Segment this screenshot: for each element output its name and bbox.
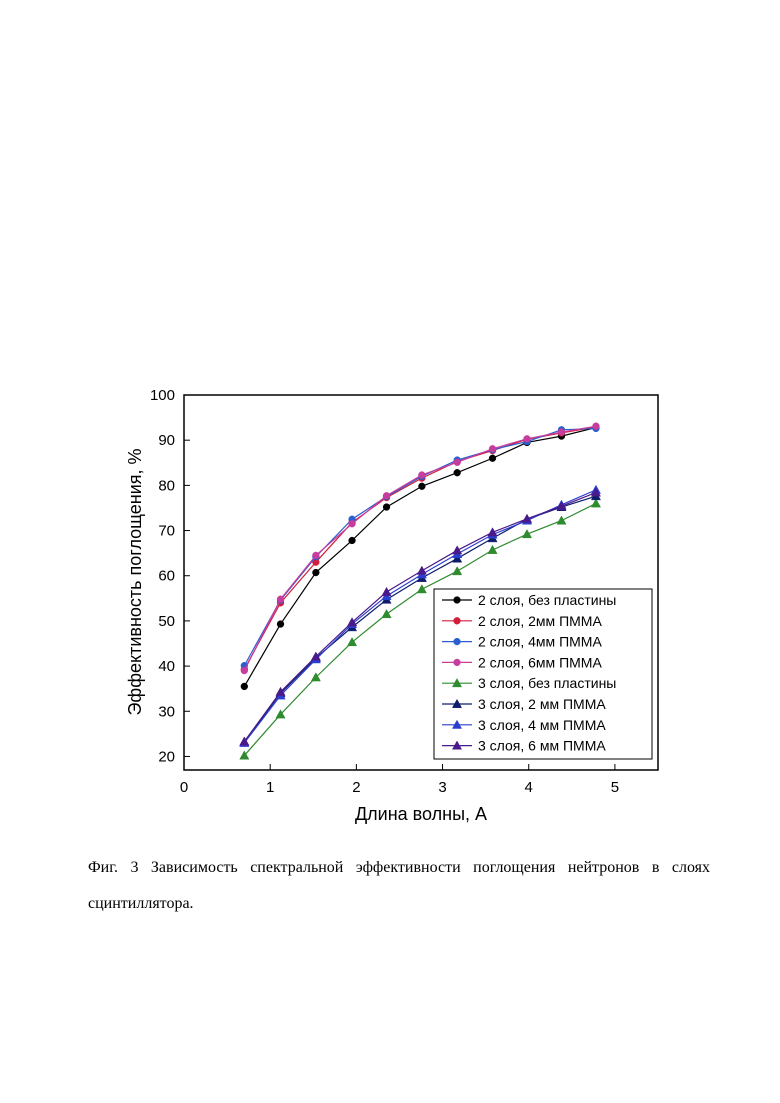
data-point bbox=[417, 585, 426, 593]
y-tick-label: 80 bbox=[158, 477, 175, 494]
data-point bbox=[454, 459, 461, 466]
figure-caption: Фиг. 3 Зависимость спектральной эффектив… bbox=[88, 850, 710, 922]
data-point bbox=[383, 504, 390, 511]
data-point bbox=[524, 435, 531, 442]
data-point bbox=[488, 545, 497, 553]
data-point bbox=[241, 667, 248, 674]
data-point bbox=[277, 621, 284, 628]
data-point bbox=[489, 445, 496, 452]
data-point bbox=[593, 423, 600, 430]
legend-label: 2 слоя, без пластины bbox=[478, 592, 616, 608]
data-point bbox=[454, 469, 461, 476]
legend: 2 слоя, без пластины 2 слоя, 2мм ПММА 2 сл… bbox=[434, 589, 652, 759]
x-tick-label: 1 bbox=[266, 779, 274, 796]
y-tick-label: 40 bbox=[158, 658, 175, 675]
x-axis-title: Длина волны, А bbox=[355, 804, 487, 824]
data-point bbox=[312, 552, 319, 559]
legend-marker bbox=[454, 617, 461, 624]
legend-marker bbox=[454, 638, 461, 645]
y-tick-label: 20 bbox=[158, 748, 175, 765]
y-tick-label: 90 bbox=[158, 432, 175, 449]
data-point bbox=[418, 472, 425, 479]
y-tick-label: 100 bbox=[150, 387, 175, 404]
legend-label: 3 слоя, 4 мм ПММА bbox=[478, 717, 606, 733]
x-tick-label: 0 bbox=[180, 779, 188, 796]
y-tick-label: 50 bbox=[158, 613, 175, 630]
data-point bbox=[489, 455, 496, 462]
x-tick-label: 4 bbox=[525, 779, 533, 796]
data-point bbox=[488, 528, 497, 536]
data-point bbox=[277, 596, 284, 603]
legend-label: 2 слоя, 4мм ПММА bbox=[478, 634, 602, 650]
data-point bbox=[383, 492, 390, 499]
data-point bbox=[453, 567, 462, 575]
data-point bbox=[558, 429, 565, 436]
data-point bbox=[418, 483, 425, 490]
x-tick-label: 3 bbox=[438, 779, 446, 796]
x-tick-label: 5 bbox=[611, 779, 619, 796]
y-axis-title: Эффективность поглощения, % bbox=[125, 448, 145, 715]
y-tick-label: 60 bbox=[158, 568, 175, 585]
legend-label: 3 слоя, без пластины bbox=[478, 675, 616, 691]
y-tick-label: 70 bbox=[158, 523, 175, 540]
data-point bbox=[382, 610, 391, 618]
legend-label: 2 слоя, 6мм ПММА bbox=[478, 654, 602, 670]
y-tick-label: 30 bbox=[158, 703, 175, 720]
x-tick-label: 2 bbox=[352, 779, 360, 796]
legend-label: 2 слоя, 2мм ПММА bbox=[478, 613, 602, 629]
legend-marker bbox=[454, 597, 461, 604]
data-point bbox=[349, 537, 356, 544]
data-point bbox=[312, 569, 319, 576]
legend-label: 3 слоя, 2 мм ПММА bbox=[478, 696, 606, 712]
data-point bbox=[522, 530, 531, 538]
legend-marker bbox=[454, 659, 461, 666]
data-point bbox=[417, 566, 426, 574]
data-point bbox=[453, 546, 462, 554]
data-point bbox=[382, 587, 391, 595]
legend-label: 3 слоя, 6 мм ПММА bbox=[478, 738, 606, 754]
data-point bbox=[349, 520, 356, 527]
data-point bbox=[241, 683, 248, 690]
data-point bbox=[557, 516, 566, 524]
